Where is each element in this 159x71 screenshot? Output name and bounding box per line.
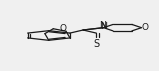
Text: O: O (142, 23, 149, 32)
Text: O: O (59, 24, 66, 33)
Text: S: S (93, 39, 99, 49)
Text: N: N (99, 21, 106, 30)
Text: N: N (100, 22, 107, 31)
